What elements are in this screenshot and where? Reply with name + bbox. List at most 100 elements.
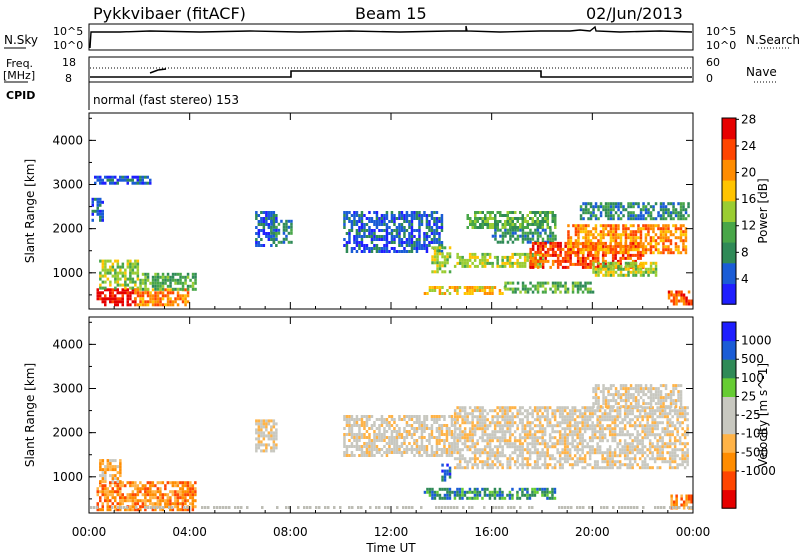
scatter-cell [623,439,627,443]
scatter-cell [430,433,434,436]
scatter-cell [564,244,567,248]
scatter-cell [622,230,625,234]
scatter-cell [649,211,653,215]
scatter-cell [608,454,612,458]
scatter-cell [612,233,615,237]
scatter-cell [679,233,683,237]
scatter-cell [579,248,583,252]
scatter-cell [539,241,542,245]
scatter-cell [639,256,642,260]
scatter-cell [385,235,389,238]
scatter-cell [501,451,504,455]
scatter-cell [146,275,150,279]
scatter-cell [345,451,349,454]
scatter-cell [403,214,406,217]
scatter-cell [456,427,459,431]
scatter-cell [99,297,102,301]
scatter-cell [571,412,574,416]
scatter-cell [151,490,155,494]
scatter-cell [616,433,619,437]
scatter-cell [541,259,545,263]
scatter-cell [591,256,595,260]
scatter-cell [124,277,127,281]
scatter-cell [601,457,604,461]
scatter-cell [260,223,263,226]
scatter-cell [388,421,391,424]
scatter-cell [448,475,452,479]
scatter-cell [496,261,499,265]
scatter-cell [571,406,574,410]
scatter-cell [627,261,630,265]
scatter-cell [607,208,610,212]
scatter-cell [257,431,261,435]
scatter-cell [568,415,572,419]
scatter-cell [355,442,359,445]
scatter-cell [588,406,592,410]
scatter-cell [378,424,381,427]
scatter-cell [668,418,672,422]
scatter-cell [644,267,648,271]
scatter-cell [543,427,547,431]
scatter-cell [181,505,185,509]
scatter-cell [506,418,509,422]
scatter-cell [568,433,572,437]
scatter-cell [676,421,679,425]
scatter-cell [493,493,497,497]
scatter-cell [121,271,125,275]
scatter-cell [131,499,135,503]
scatter-cell [99,496,102,500]
scatter-cell [267,434,271,438]
scatter-cell [658,415,662,419]
scatter-cell [471,463,474,467]
scatter-cell [556,460,559,464]
scatter-cell [628,460,632,464]
scatter-cell [420,214,424,217]
scatter-cell [166,297,170,301]
scatter-cell [536,252,539,256]
scatter-cell [608,448,612,452]
scatter-cell [584,211,588,215]
scatter-cell [664,205,668,209]
scatter-cell [589,251,593,255]
scatter-cell [652,208,655,212]
scatter-cell [443,448,446,451]
scatter-cell [609,248,613,252]
scatter-cell [486,286,489,289]
scatter-cell [106,297,109,301]
scatter-cell [606,424,609,428]
scatter-cell [169,300,172,304]
scatter-cell [551,237,555,241]
scatter-cell [576,256,580,260]
scatter-cell [544,256,547,260]
scatter-cell [506,457,509,461]
scatter-cell [599,270,603,274]
scatter-cell [476,490,479,494]
scatter-cell [139,281,142,285]
scatter-cell [534,250,537,254]
scatter-cell [415,238,419,241]
scatter-cell [501,493,504,497]
scatter-cell [546,250,550,254]
scatter-cell [134,181,137,185]
scatter-cell [405,214,409,217]
scatter-cell [378,448,381,451]
scatter-cell [662,245,665,249]
scatter-cell [521,217,524,220]
scatter-cell [400,451,404,454]
scatter-cell [643,457,647,461]
scatter-cell [663,442,667,446]
scatter-cell [683,460,687,464]
scatter-cell [189,487,192,491]
scatter-cell [659,217,663,221]
scatter-cell [629,402,633,406]
scatter-cell [368,436,371,439]
scatter-cell [501,412,504,416]
scatter-cell [611,247,615,251]
scatter-cell [360,244,364,247]
scatter-cell [687,302,691,306]
scatter-cell [116,277,120,281]
scatter-cell [363,229,366,232]
scatter-cell [644,248,648,252]
scatter-cell [368,217,371,220]
scatter-cell [126,178,129,182]
